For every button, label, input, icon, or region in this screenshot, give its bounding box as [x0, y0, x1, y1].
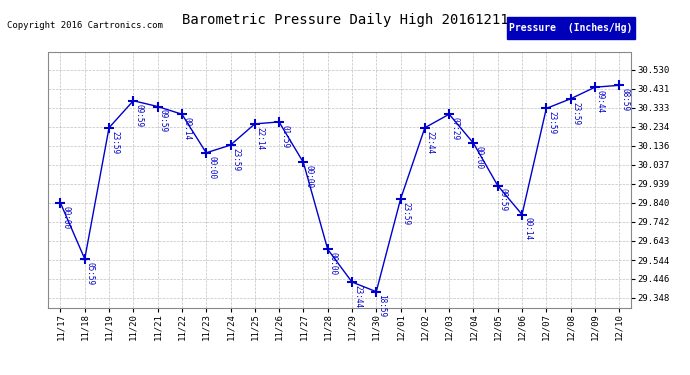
Text: 07:29: 07:29 — [450, 117, 460, 140]
Text: 09:14: 09:14 — [183, 117, 192, 140]
Text: 00:00: 00:00 — [475, 146, 484, 169]
Text: 23:59: 23:59 — [547, 111, 556, 134]
Text: 23:59: 23:59 — [572, 102, 581, 125]
Text: Barometric Pressure Daily High 20161211: Barometric Pressure Daily High 20161211 — [181, 13, 509, 27]
Text: 00:00: 00:00 — [328, 252, 337, 275]
Text: 22:14: 22:14 — [256, 127, 265, 150]
Text: Pressure  (Inches/Hg): Pressure (Inches/Hg) — [509, 23, 633, 33]
Text: 00:00: 00:00 — [61, 206, 70, 229]
Text: 09:59: 09:59 — [159, 109, 168, 132]
Text: 00:14: 00:14 — [523, 217, 532, 240]
Text: 23:59: 23:59 — [232, 148, 241, 171]
Text: 09:59: 09:59 — [135, 104, 144, 127]
Text: 09:44: 09:44 — [596, 90, 605, 113]
Text: 18:59: 18:59 — [377, 294, 386, 318]
Text: Copyright 2016 Cartronics.com: Copyright 2016 Cartronics.com — [7, 21, 163, 30]
Text: 00:00: 00:00 — [207, 156, 216, 179]
Text: 23:59: 23:59 — [402, 202, 411, 225]
Text: 23:44: 23:44 — [353, 285, 362, 308]
Text: 01:59: 01:59 — [280, 125, 289, 148]
Text: 00:00: 00:00 — [304, 165, 313, 188]
Text: 23:59: 23:59 — [110, 130, 119, 154]
Text: 05:59: 05:59 — [86, 262, 95, 285]
Text: 09:59: 09:59 — [499, 188, 508, 211]
Text: 08:59: 08:59 — [620, 88, 629, 111]
Text: 22:44: 22:44 — [426, 130, 435, 154]
